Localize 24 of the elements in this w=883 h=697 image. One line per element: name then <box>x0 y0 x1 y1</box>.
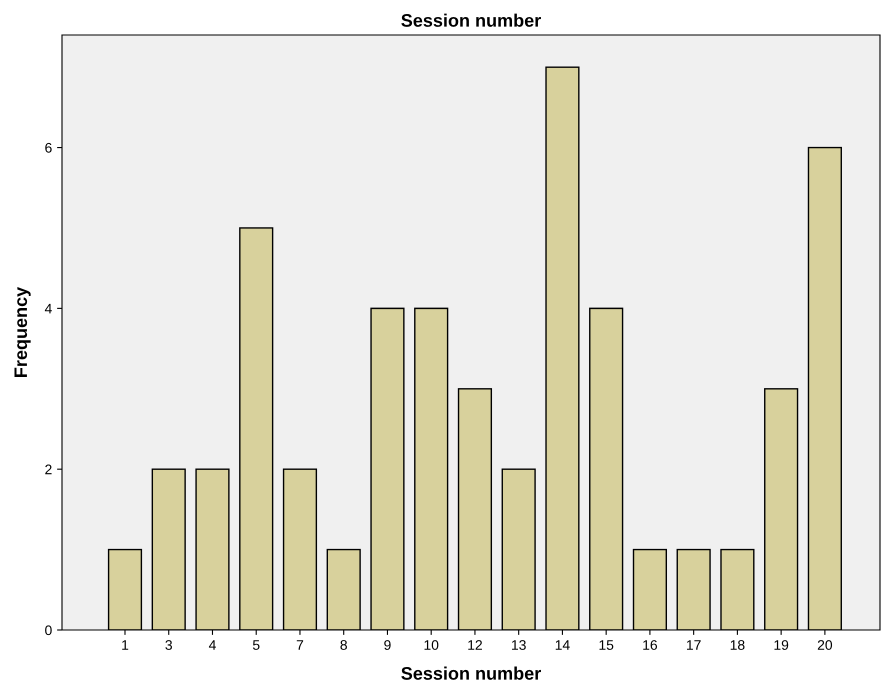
x-tick-label: 13 <box>512 640 526 650</box>
y-tick-label: 6 <box>45 142 52 153</box>
x-axis-title: Session number <box>401 666 541 680</box>
x-tick-label: 20 <box>818 640 832 650</box>
y-tick-label: 4 <box>44 304 52 314</box>
x-tick-label: 15 <box>600 640 614 650</box>
x-tick-label: 3 <box>165 640 172 650</box>
x-tick-label: 8 <box>340 640 347 650</box>
x-tick-label: 10 <box>424 640 438 650</box>
x-tick-label: 19 <box>774 640 788 650</box>
x-tick-label: 16 <box>643 640 658 650</box>
x-tick-label: 4 <box>208 640 216 650</box>
y-tick-label: 0 <box>45 625 52 636</box>
x-tick-label: 7 <box>296 640 304 650</box>
chart-title: Session number <box>401 14 541 27</box>
x-tick-label: 9 <box>384 640 391 650</box>
x-tick-label: 18 <box>730 640 745 650</box>
y-axis-title: Frequency <box>14 286 31 377</box>
x-tick-label: 17 <box>686 640 701 650</box>
x-tick-label: 14 <box>556 640 570 650</box>
y-tick-label: 2 <box>45 464 52 474</box>
x-tick-label: 1 <box>122 640 128 650</box>
x-tick-label: 12 <box>468 640 482 650</box>
x-tick-label: 5 <box>252 640 260 650</box>
